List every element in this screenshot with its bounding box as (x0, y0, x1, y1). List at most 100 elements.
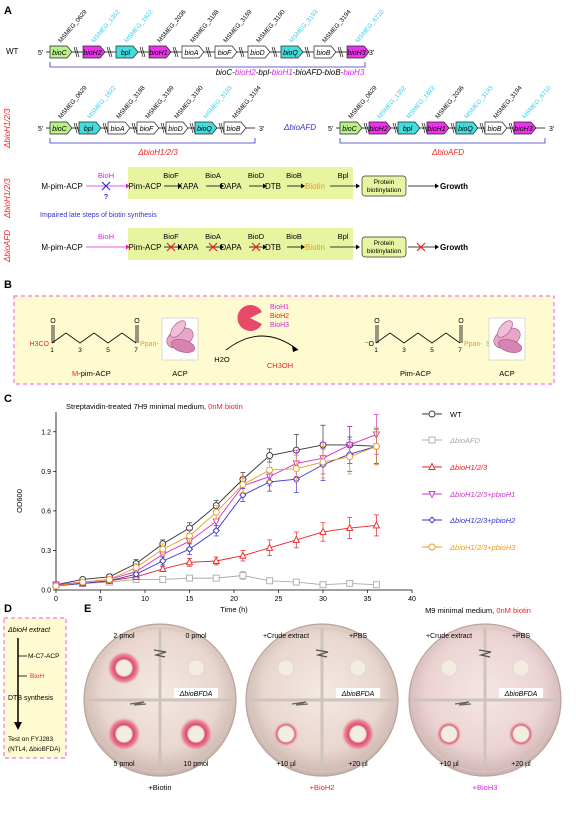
dh-gene-label-0: bioC (52, 126, 67, 133)
plate2: +Crude extract +PBS +10 µl +20 µl ΔbioBFDA +B… (245, 623, 399, 792)
series-5-point-4 (159, 545, 167, 553)
series-5-point-0 (52, 582, 60, 590)
reaction-arrowhead (292, 346, 298, 352)
plate2-streak-mid (291, 701, 309, 706)
series-2-point-4 (159, 564, 167, 572)
dafd-gene-label-6: bioH3 (514, 126, 532, 133)
plate3-label-bl: +10 µl (439, 761, 459, 768)
wt-locus-8: MSMEG_3194 (321, 8, 353, 44)
right-o1: O (374, 318, 380, 325)
series-5-point-8 (266, 466, 274, 474)
bioh-pacman-icon (237, 305, 262, 332)
wt-break-4b (207, 46, 212, 58)
panel-b-reaction: OO1357Ppan-SH3COACPM-pim-ACPBioH1BioH2Bi… (30, 304, 526, 378)
dh-gene-3 (136, 121, 160, 135)
left-label-m: M (72, 369, 78, 378)
series-4-point-3 (132, 570, 140, 578)
series-1-point-6 (212, 574, 220, 582)
left-o1: O (50, 318, 56, 325)
series-5-point-12 (372, 442, 380, 450)
plate3-streak-top (478, 649, 492, 658)
dh-locus-0: MSMEG_0629 (57, 84, 89, 120)
chart-annotation-black: Streptavidin-treated 7H9 minimal medium, (66, 402, 208, 411)
dh-gene-label-1: bpl (84, 126, 94, 133)
y-tick-label-1: 0.3 (41, 548, 51, 555)
pathway2-side-label: ΔbioAFD (3, 230, 12, 263)
p1-enzyme-2: BioA (205, 171, 221, 180)
wt-gene-3 (148, 45, 172, 59)
panel-label-e: E (84, 603, 91, 615)
dafd-break-5b (510, 122, 515, 134)
left-ppan: Ppan- (140, 341, 159, 348)
plate2-label-tr: +PBS (349, 633, 367, 640)
dh-locus-1: MSMEG_1822 (86, 84, 118, 120)
p1-intermediate-0: M-pim-ACP (41, 182, 82, 191)
dh-gene-0 (49, 121, 73, 135)
wt-break-0b (75, 46, 80, 58)
series-5-point-1 (79, 578, 87, 586)
legend-label-4: ΔbioH1/2/3+pbioH2 (449, 516, 516, 525)
plate1-disc-0 (115, 659, 133, 677)
series-1-point-7 (239, 572, 247, 579)
p2-intermediate-1: Pim-ACP (129, 243, 162, 252)
series-5-point-7 (239, 481, 247, 488)
legend-marker-5 (428, 543, 436, 551)
wt-gene-2 (115, 45, 139, 59)
wt-caption-part-3: bioH1 (272, 68, 293, 77)
plate3-label-tl: +Crude extract (426, 633, 472, 640)
dafd-locus-4: MSMEG_3193 (463, 84, 495, 120)
series-2-point-6 (212, 556, 220, 564)
series-5-point-3 (132, 564, 140, 572)
p1-intermediate-3: DAPA (220, 182, 242, 191)
wt-five-prime: 5' (38, 50, 43, 57)
series-3-point-6 (212, 518, 220, 526)
wt-break-7a (304, 46, 309, 58)
dh-locus-6: MSMEG_3194 (231, 84, 263, 120)
plate3-strain: ΔbioBFDA (504, 691, 538, 698)
dh-bracket (49, 138, 256, 144)
dafd-gene-3 (426, 121, 450, 135)
dafd-gene-label-5: bioB (487, 126, 501, 133)
series-2-point-5 (185, 557, 194, 566)
medium-red: 0nM biotin (496, 606, 531, 615)
wt-gene-label-9: bioH3 (347, 50, 365, 57)
pd-dtb: DTB synthesis (8, 695, 54, 702)
right-c7: 7 (458, 347, 462, 354)
p1-arrowhead-2 (220, 183, 224, 189)
dh-gene-label-6: bioB (226, 126, 240, 133)
wt-break-8b (339, 46, 344, 58)
dafd-gene-0 (339, 121, 363, 135)
dh-break-1b (104, 122, 109, 134)
wt-locus-3: MSMEG_2036 (156, 8, 188, 44)
dafd-break-3b (452, 122, 457, 134)
series-1 (52, 571, 380, 589)
right-o7: O (458, 318, 464, 325)
series-2-point-10 (319, 527, 327, 535)
dh-side-label: ΔbioH1/2/3 (3, 108, 12, 149)
medium-annotation: M9 minimal medium, 0nM biotin (425, 606, 531, 615)
p1-growth: Growth (440, 182, 468, 191)
plate2-bottom-label: +BioH2 (310, 783, 335, 792)
wt-break-3b (174, 46, 179, 58)
plate3-streak-mid (454, 701, 472, 706)
plate1-streak-mid (129, 701, 147, 706)
series-1-point-11 (346, 579, 354, 587)
p2-cross-1b (166, 242, 176, 252)
dh-gene-4 (165, 121, 189, 135)
dh-gene-label-4: bioD (168, 126, 182, 133)
wt-break-3a (172, 46, 177, 58)
dafd-caption: ΔbioAFD (431, 148, 464, 157)
series-5-point-9 (292, 465, 300, 473)
p1-enzyme-3: BioD (248, 171, 265, 180)
dafd-locus-1: MSMEG_1352 (376, 84, 408, 120)
p1-intermediate-2: KAPA (178, 182, 199, 191)
right-acp-helix2 (498, 339, 522, 353)
panel-label-c: C (4, 393, 12, 405)
legend-label-3: ΔbioH1/2/3+pbioH1 (449, 490, 515, 499)
right-c1: 1 (374, 347, 378, 354)
dafd-gene-label-3: bioH1 (427, 126, 445, 133)
dh-locus-3: MSMEG_3189 (144, 84, 176, 120)
p2-intermediate-0: M-pim-ACP (41, 243, 82, 252)
plate1-streak-top (153, 649, 167, 658)
